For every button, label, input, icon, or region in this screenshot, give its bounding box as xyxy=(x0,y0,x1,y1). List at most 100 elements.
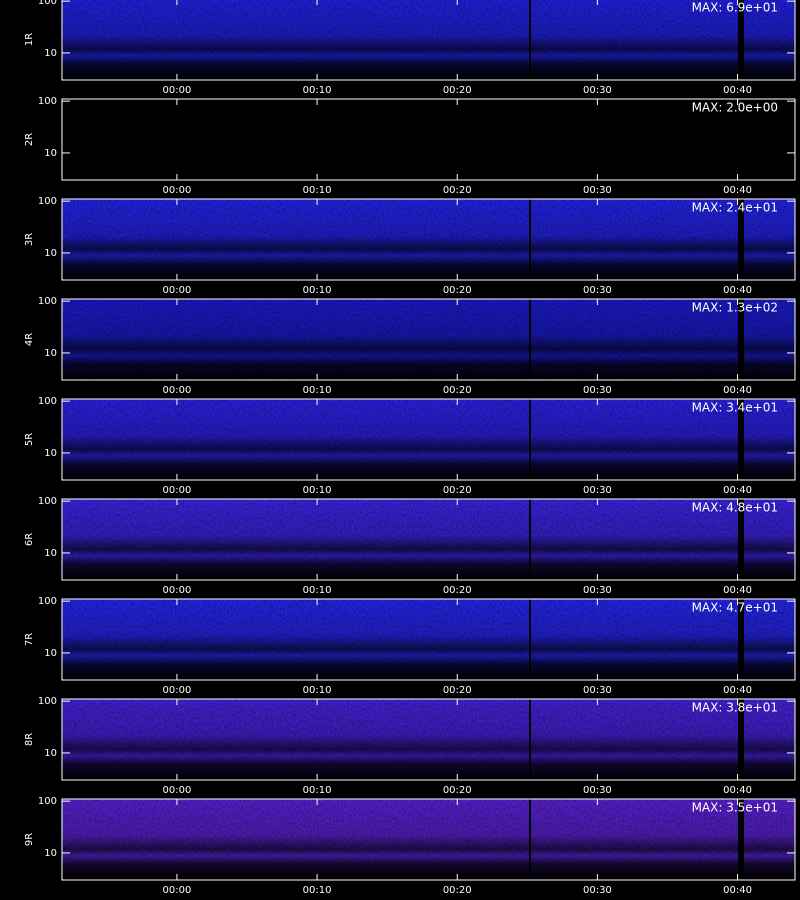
y-tick-label: 10 xyxy=(44,348,57,359)
x-tick-label: 00:30 xyxy=(583,385,612,396)
y-tick-label: 100 xyxy=(38,196,57,207)
data-gap xyxy=(738,799,744,880)
x-tick-label: 00:10 xyxy=(303,285,332,296)
plot-frame xyxy=(61,798,796,881)
x-tick-label: 00:20 xyxy=(443,285,472,296)
plot-frame xyxy=(61,398,796,481)
data-gap xyxy=(738,0,744,80)
annotation: MAX: 4.8e+01 xyxy=(692,501,778,515)
spike-line xyxy=(529,699,531,780)
data-gap xyxy=(738,599,744,680)
x-tick-label: 00:30 xyxy=(583,585,612,596)
y-tick-label: 100 xyxy=(38,296,57,307)
y-axis-label: 5R xyxy=(24,433,35,446)
x-tick-label: 00:40 xyxy=(723,385,752,396)
y-tick-label: 100 xyxy=(38,796,57,807)
y-axis-label: 7R xyxy=(24,633,35,646)
x-tick-label: 00:00 xyxy=(163,385,192,396)
x-tick-label: 00:40 xyxy=(723,785,752,796)
plot-frame xyxy=(61,198,796,281)
spike-line xyxy=(529,399,531,480)
y-tick-label: 100 xyxy=(38,0,57,7)
x-tick-label: 00:40 xyxy=(723,585,752,596)
x-tick-label: 00:30 xyxy=(583,885,612,896)
x-tick-label: 00:10 xyxy=(303,385,332,396)
y-axis-label: 2R xyxy=(24,133,35,146)
spectrogram-image xyxy=(62,99,795,180)
y-tick-label: 10 xyxy=(44,248,57,259)
plot-frame xyxy=(61,298,796,381)
spike-line xyxy=(529,199,531,280)
annotation: MAX: 2.0e+00 xyxy=(692,101,778,115)
plot-frame xyxy=(61,598,796,681)
x-tick-label: 00:10 xyxy=(303,485,332,496)
data-gap xyxy=(738,199,744,280)
x-tick-label: 00:10 xyxy=(303,685,332,696)
y-tick-label: 100 xyxy=(38,396,57,407)
x-tick-label: 00:10 xyxy=(303,885,332,896)
y-axis-label: 4R xyxy=(24,333,35,346)
plot-frame xyxy=(61,498,796,581)
spike-line xyxy=(529,799,531,880)
y-axis-label: 3R xyxy=(24,233,35,246)
data-gap xyxy=(738,499,744,580)
x-tick-label: 00:00 xyxy=(163,285,192,296)
x-tick-label: 00:00 xyxy=(163,485,192,496)
annotation: MAX: 3.8e+01 xyxy=(692,701,778,715)
y-tick-label: 10 xyxy=(44,848,57,859)
spectrogram-noise xyxy=(62,799,795,880)
x-tick-label: 00:40 xyxy=(723,285,752,296)
spectrogram-noise xyxy=(62,399,795,480)
x-tick-label: 00:30 xyxy=(583,685,612,696)
x-tick-label: 00:00 xyxy=(163,885,192,896)
y-tick-label: 10 xyxy=(44,748,57,759)
spectrogram-noise xyxy=(62,499,795,580)
spike-line xyxy=(529,499,531,580)
spike-line xyxy=(529,0,531,80)
x-tick-label: 00:40 xyxy=(723,885,752,896)
x-tick-label: 00:20 xyxy=(443,485,472,496)
x-tick-label: 00:40 xyxy=(723,185,752,196)
x-tick-label: 00:40 xyxy=(723,85,752,96)
x-tick-label: 00:40 xyxy=(723,485,752,496)
spectrogram-noise xyxy=(62,699,795,780)
spectrogram-noise xyxy=(62,599,795,680)
annotation: MAX: 3.5e+01 xyxy=(692,801,778,815)
plot-frame xyxy=(61,0,796,81)
y-axis-label: 6R xyxy=(24,533,35,546)
data-gap xyxy=(738,699,744,780)
y-axis-label: 1R xyxy=(24,33,35,46)
x-tick-label: 00:30 xyxy=(583,285,612,296)
x-tick-label: 00:00 xyxy=(163,685,192,696)
x-tick-label: 00:00 xyxy=(163,185,192,196)
x-tick-label: 00:20 xyxy=(443,685,472,696)
x-tick-label: 00:20 xyxy=(443,85,472,96)
x-tick-label: 00:40 xyxy=(723,685,752,696)
x-tick-label: 00:10 xyxy=(303,185,332,196)
plot-frame xyxy=(61,698,796,781)
x-tick-label: 00:10 xyxy=(303,585,332,596)
y-tick-label: 10 xyxy=(44,48,57,59)
x-tick-label: 00:20 xyxy=(443,185,472,196)
y-tick-label: 10 xyxy=(44,648,57,659)
spectrogram-noise xyxy=(62,199,795,280)
x-tick-label: 00:20 xyxy=(443,785,472,796)
x-tick-label: 00:30 xyxy=(583,785,612,796)
x-tick-label: 00:10 xyxy=(303,85,332,96)
x-tick-label: 00:20 xyxy=(443,385,472,396)
y-tick-label: 100 xyxy=(38,596,57,607)
y-tick-label: 10 xyxy=(44,448,57,459)
x-tick-label: 00:20 xyxy=(443,585,472,596)
plot-frame xyxy=(61,98,796,181)
x-tick-label: 00:00 xyxy=(163,785,192,796)
y-tick-label: 100 xyxy=(38,496,57,507)
annotation: MAX: 3.4e+01 xyxy=(692,401,778,415)
x-tick-label: 00:30 xyxy=(583,185,612,196)
spike-line xyxy=(529,299,531,380)
annotation: MAX: 4.7e+01 xyxy=(692,601,778,615)
data-gap xyxy=(738,299,744,380)
y-axis-label: 9R xyxy=(24,833,35,846)
y-axis-label: 8R xyxy=(24,733,35,746)
x-tick-label: 00:20 xyxy=(443,885,472,896)
